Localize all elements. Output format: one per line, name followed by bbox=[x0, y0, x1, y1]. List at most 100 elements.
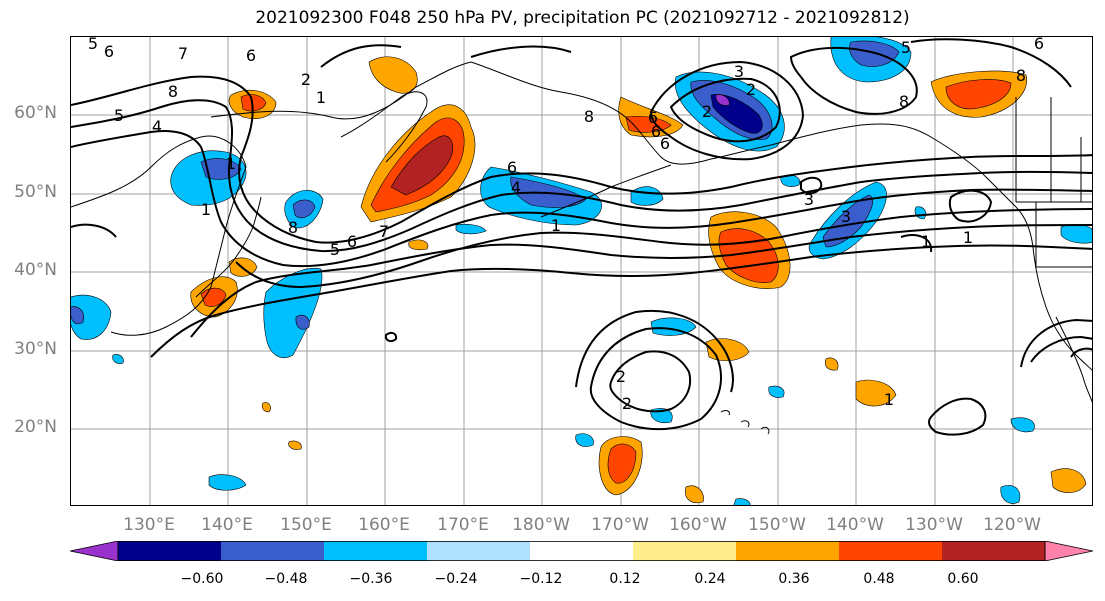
colorbar-cell bbox=[736, 541, 840, 561]
precip-negative-blob bbox=[71, 306, 84, 325]
precip-positive-blob bbox=[368, 56, 418, 94]
pv-contour bbox=[150, 244, 1092, 358]
colorbar-cell bbox=[633, 541, 737, 561]
lon-label-130e: 130°E bbox=[123, 515, 175, 535]
contour-label: 4 bbox=[511, 178, 521, 197]
coastline-siberia bbox=[210, 61, 472, 120]
lat-label-30n: 30°N bbox=[14, 339, 57, 359]
precip-positive-blob bbox=[945, 79, 1012, 110]
precip-positive-blob bbox=[607, 443, 637, 484]
contour-label: 8 bbox=[584, 107, 594, 126]
pv-contour bbox=[235, 208, 1092, 289]
pv-contours bbox=[71, 38, 1092, 436]
precip-negative-blob bbox=[112, 354, 124, 364]
lon-label-180w: 180°W bbox=[512, 515, 570, 535]
contour-label: 1 bbox=[963, 228, 973, 247]
coastline-na-west bbox=[1015, 206, 1092, 371]
contour-label: 4 bbox=[152, 117, 162, 136]
precip-positive-blob bbox=[240, 94, 267, 112]
pv-contour bbox=[71, 75, 1092, 244]
lon-label-130w: 130°W bbox=[905, 515, 963, 535]
precip-positive-blob bbox=[718, 228, 779, 283]
precip-negative-blob bbox=[822, 194, 873, 248]
colorbar-cell bbox=[427, 541, 531, 561]
colorbar bbox=[69, 540, 1094, 581]
precip-positive-blob bbox=[685, 485, 704, 504]
contour-label: 2 bbox=[301, 70, 311, 89]
precip-negative-blob bbox=[715, 94, 730, 106]
contour-label: 7 bbox=[379, 222, 389, 241]
contour-label: 6 bbox=[1034, 37, 1044, 53]
contour-label: 1 bbox=[226, 154, 236, 173]
coastline-kamchatka bbox=[340, 91, 428, 163]
lat-label-60n: 60°N bbox=[14, 103, 57, 123]
precip-negative-blob bbox=[1010, 417, 1035, 433]
contour-label: 8 bbox=[288, 218, 298, 237]
contour-label: 5 bbox=[88, 37, 98, 53]
precip-negative-blob bbox=[768, 385, 785, 398]
pv-contour bbox=[575, 309, 734, 393]
lon-label-150w: 150°W bbox=[748, 515, 806, 535]
pv-contour bbox=[789, 46, 918, 115]
precip-positive-anomalies bbox=[190, 56, 1087, 504]
contour-label: 6 bbox=[104, 42, 114, 61]
precip-negative-blob bbox=[733, 498, 751, 505]
colorbar-cell bbox=[942, 541, 1046, 561]
contour-label: 8 bbox=[1016, 66, 1026, 85]
colorbar-cell bbox=[324, 541, 428, 561]
lon-label-170e: 170°E bbox=[437, 515, 489, 535]
pv-contour bbox=[1070, 347, 1092, 358]
coastline-asia bbox=[71, 135, 247, 336]
precip-positive-blob bbox=[288, 440, 302, 450]
colorbar-cell bbox=[221, 541, 325, 561]
contour-label: 1 bbox=[921, 232, 931, 251]
pv-contour bbox=[900, 234, 933, 253]
contour-label: 3 bbox=[734, 62, 744, 81]
pv-contour bbox=[1020, 318, 1092, 368]
colorbar-tick: 0.36 bbox=[778, 571, 810, 587]
precip-negative-blob bbox=[630, 186, 664, 206]
precip-negative-blob bbox=[200, 158, 242, 180]
precip-negative-blob bbox=[71, 294, 112, 340]
pv-contour bbox=[71, 99, 1092, 253]
pv-contour bbox=[927, 397, 987, 436]
contour-label: 2 bbox=[616, 367, 626, 386]
precip-positive-blob bbox=[261, 402, 271, 413]
colorbar-svg bbox=[69, 540, 1094, 562]
pv-contour bbox=[1030, 335, 1092, 363]
contour-label: 6 bbox=[507, 158, 517, 177]
chart-title: 2021092300 F048 250 hPa PV, precipitatio… bbox=[255, 8, 910, 28]
coastline-baja bbox=[1055, 316, 1092, 403]
colorbar-tick: 0.48 bbox=[863, 571, 895, 587]
colorbar-extend-max bbox=[1044, 540, 1094, 562]
lon-label-140e: 140°E bbox=[201, 515, 253, 535]
lon-label-160w: 160°W bbox=[669, 515, 727, 535]
precip-negative-blob bbox=[575, 433, 594, 447]
contour-label: 6 bbox=[651, 122, 661, 141]
precip-positive-blob bbox=[824, 357, 839, 371]
pv-contour bbox=[320, 44, 402, 68]
precip-negative-blob bbox=[292, 199, 316, 219]
lon-label-120w: 120°W bbox=[983, 515, 1041, 535]
contour-label: 1 bbox=[884, 390, 894, 409]
lon-label-150e: 150°E bbox=[280, 515, 332, 535]
colorbar-tick: 0.12 bbox=[609, 571, 641, 587]
contour-label: 2 bbox=[622, 394, 632, 413]
contour-label: 3 bbox=[804, 190, 814, 209]
precip-positive-blob bbox=[408, 239, 429, 251]
map-canvas: 5 6 7 6 8 5 4 2 1 6 5 8 6 4 6 6 1 7 8 2 … bbox=[71, 37, 1092, 505]
contour-label: 5 bbox=[330, 240, 340, 259]
coastline-hawaii bbox=[720, 410, 770, 435]
precip-negative-blob bbox=[263, 267, 323, 358]
colorbar-extend-min bbox=[69, 540, 119, 562]
contour-label: 2 bbox=[702, 102, 712, 121]
coastlines bbox=[71, 61, 1092, 435]
precip-negative-blob bbox=[295, 314, 310, 330]
lat-label-40n: 40°N bbox=[14, 260, 57, 280]
precip-negative-blob bbox=[455, 223, 487, 235]
contour-label: 6 bbox=[347, 232, 357, 251]
precip-positive-blob bbox=[390, 135, 453, 196]
contour-label: 7 bbox=[178, 44, 188, 63]
lon-label-140w: 140°W bbox=[826, 515, 884, 535]
coastline-canada-provinces bbox=[1015, 97, 1082, 202]
